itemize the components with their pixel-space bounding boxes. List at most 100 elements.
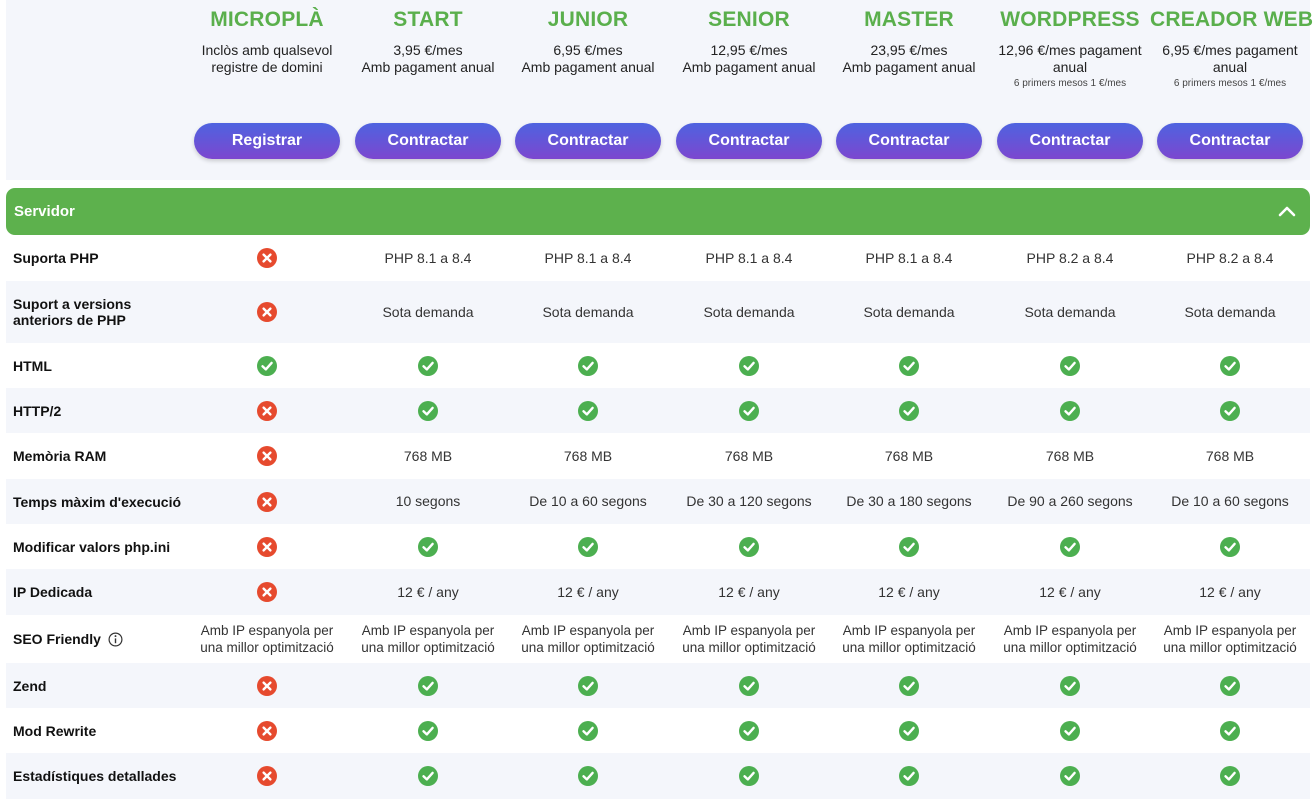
feature-label-text: IP Dedicada — [13, 584, 93, 600]
feature-cell: De 90 a 260 segons — [990, 479, 1150, 524]
plan-price: 6,95 €/mes Amb pagament anual — [508, 42, 668, 76]
feature-label: Zend — [13, 663, 188, 708]
feature-cell: De 30 a 120 segons — [669, 479, 829, 524]
check-icon — [418, 536, 438, 557]
section-header-servidor[interactable]: Servidor — [6, 188, 1310, 235]
check-icon — [418, 766, 438, 786]
check-icon — [578, 766, 598, 786]
contract-button[interactable]: Contractar — [355, 123, 501, 159]
feature-cell — [187, 524, 347, 569]
info-icon[interactable] — [108, 631, 123, 647]
table-row: IP Dedicada 12 € / any 12 € / any 12 € / an… — [6, 569, 1310, 615]
feature-value: PHP 8.1 a 8.4 — [384, 249, 472, 266]
plan-price-line: Amb pagament anual — [682, 59, 816, 75]
feature-cell: 12 € / any — [669, 569, 829, 615]
contract-button[interactable]: Contractar — [515, 123, 661, 159]
plan-column: MASTER 23,95 €/mes Amb pagament anual — [829, 0, 989, 180]
feature-cell: 12 € / any — [1150, 569, 1310, 615]
check-icon — [1060, 536, 1080, 557]
feature-cell — [187, 235, 347, 281]
feature-cell: Amb IP espanyola per una millor optimitz… — [669, 615, 829, 663]
feature-cell: PHP 8.1 a 8.4 — [829, 235, 989, 281]
feature-label: HTML — [13, 343, 188, 388]
check-icon — [578, 675, 598, 696]
feature-cell: 768 MB — [829, 433, 989, 479]
check-icon — [1220, 720, 1240, 741]
feature-value: Sota demanda — [542, 303, 634, 320]
plan-price: 6,95 €/mes pagament anual — [1150, 42, 1310, 76]
feature-cell — [187, 281, 347, 343]
feature-value: 12 € / any — [397, 583, 459, 600]
table-row: Suporta PHP PHP 8.1 a 8.4 PHP 8.1 a 8.4 PHP… — [6, 235, 1310, 281]
table-row: Mod Rewrite — [6, 708, 1310, 753]
feature-cell: Amb IP espanyola per una millor optimitz… — [348, 615, 508, 663]
table-row: Temps màxim d'execució 10 segons De 10 a 6… — [6, 479, 1310, 524]
feature-cell: 768 MB — [508, 433, 668, 479]
feature-value: De 30 a 180 segons — [846, 493, 972, 509]
plan-column: SENIOR 12,95 €/mes Amb pagament anual — [669, 0, 829, 180]
feature-cell — [1150, 524, 1310, 569]
feature-cell: 12 € / any — [829, 569, 989, 615]
table-row: HTTP/2 — [6, 388, 1310, 433]
check-icon — [899, 400, 919, 421]
feature-label: Suporta PHP — [13, 235, 188, 281]
feature-label-text: Zend — [13, 677, 47, 694]
check-icon — [739, 536, 759, 557]
feature-cell: Sota demanda — [508, 281, 668, 343]
feature-cell — [508, 524, 668, 569]
register-button[interactable]: Registrar — [194, 123, 340, 159]
feature-cell — [990, 343, 1150, 388]
feature-value: PHP 8.1 a 8.4 — [865, 249, 953, 266]
feature-value: Sota demanda — [1184, 303, 1276, 320]
feature-cell: Amb IP espanyola per una millor optimitz… — [508, 615, 668, 663]
plan-price: 23,95 €/mes Amb pagament anual — [829, 42, 989, 76]
feature-cell — [829, 753, 989, 799]
check-icon — [257, 355, 277, 376]
feature-cell — [669, 708, 829, 753]
feature-value: Amb IP espanyola per una millor optimitz… — [1003, 623, 1137, 655]
cross-icon — [257, 766, 277, 786]
feature-label-text: SEO Friendly — [13, 631, 101, 647]
chevron-up-icon[interactable] — [1278, 204, 1296, 218]
feature-value: Amb IP espanyola per una millor optimitz… — [842, 623, 976, 655]
feature-label: Suport a versions anteriors de PHP — [13, 281, 188, 343]
feature-cell: Sota demanda — [348, 281, 508, 343]
feature-cell — [1150, 708, 1310, 753]
feature-label-text: Memòria RAM — [13, 448, 107, 464]
feature-value: Amb IP espanyola per una millor optimitz… — [1163, 623, 1297, 655]
contract-button[interactable]: Contractar — [676, 123, 822, 159]
feature-value: Sota demanda — [863, 303, 955, 320]
contract-button[interactable]: Contractar — [1157, 123, 1303, 159]
check-icon — [418, 400, 438, 421]
plan-promo-note: 6 primers mesos 1 €/mes — [1173, 78, 1287, 89]
plan-price-line: Amb pagament anual — [361, 59, 495, 75]
feature-cell — [990, 708, 1150, 753]
plan-price-line: 12,95 €/mes — [710, 42, 788, 58]
check-icon — [1060, 720, 1080, 741]
feature-cell — [508, 708, 668, 753]
feature-cell — [829, 708, 989, 753]
feature-label: Estadístiques detallades — [13, 753, 188, 799]
plan-price-line: Inclòs amb qualsevol — [201, 42, 333, 58]
feature-value: PHP 8.1 a 8.4 — [544, 249, 632, 266]
feature-cell: Amb IP espanyola per una millor optimitz… — [1150, 615, 1310, 663]
plan-price-line: anual — [1212, 59, 1248, 75]
feature-cell — [508, 343, 668, 388]
cross-icon — [257, 248, 277, 268]
table-row: HTML — [6, 343, 1310, 388]
plan-name: SENIOR — [708, 8, 790, 31]
feature-value: PHP 8.2 a 8.4 — [1186, 249, 1274, 266]
feature-cell — [187, 343, 347, 388]
contract-button[interactable]: Contractar — [997, 123, 1143, 159]
feature-value: De 10 a 60 segons — [1171, 493, 1289, 509]
feature-cell: Amb IP espanyola per una millor optimitz… — [990, 615, 1150, 663]
feature-cell — [187, 569, 347, 615]
plan-price: 12,95 €/mes Amb pagament anual — [669, 42, 829, 76]
feature-label-text: Suporta PHP — [13, 250, 99, 266]
cross-icon — [257, 675, 277, 696]
contract-button[interactable]: Contractar — [836, 123, 982, 159]
cross-icon — [257, 536, 277, 557]
feature-label-text: HTTP/2 — [13, 402, 62, 419]
feature-value: Sota demanda — [703, 303, 795, 320]
feature-cell — [669, 343, 829, 388]
